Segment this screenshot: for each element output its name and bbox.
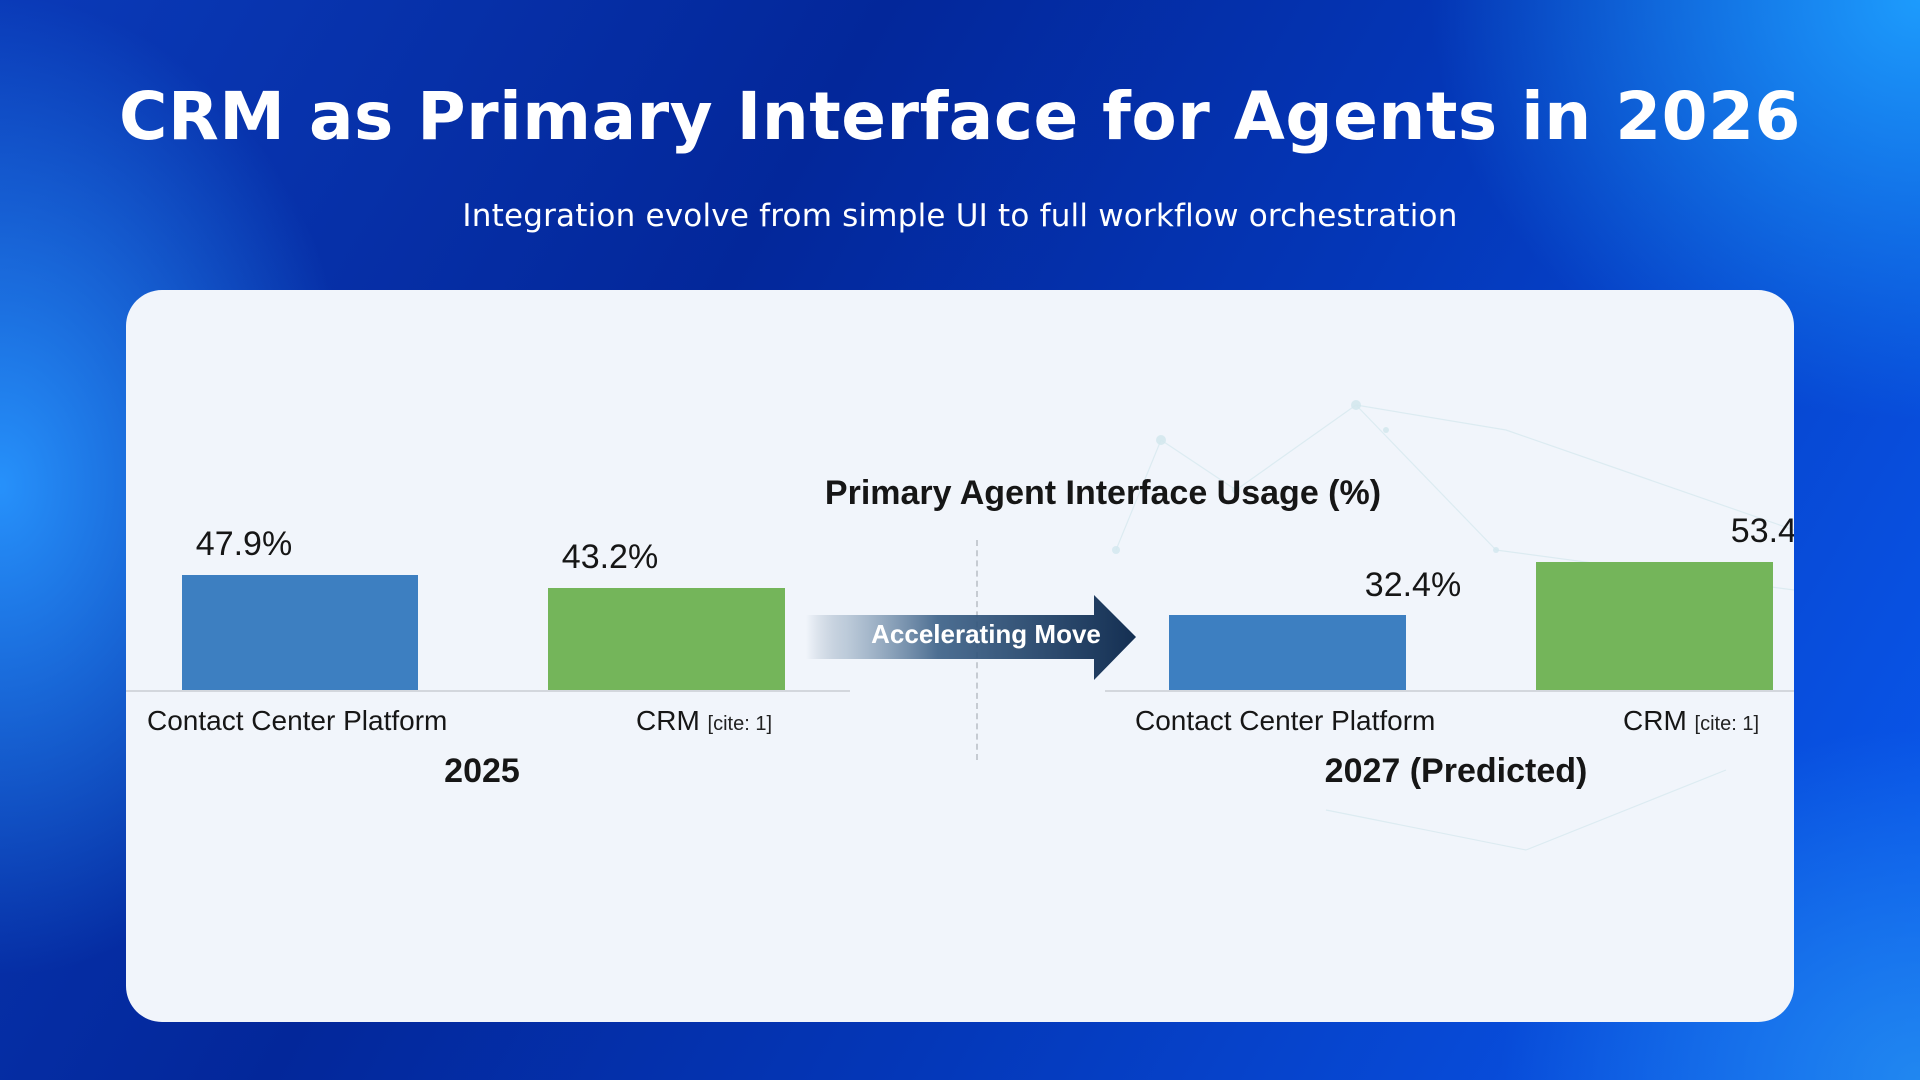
x-axis-baseline-2025 [126, 690, 850, 692]
group-label-2025: 2025 [444, 752, 520, 790]
bar-value-2025-crm: 43.2% [561, 538, 659, 576]
page-title: CRM as Primary Interface for Agents in 2… [119, 78, 1801, 155]
network-background-decoration [1112, 400, 1794, 851]
citation: [cite: 1] [707, 713, 773, 735]
accelerating-move-arrow-icon [806, 595, 1136, 680]
category-name: Contact Center Platform [1135, 705, 1436, 736]
category-name: Contact Center Platform [147, 705, 448, 736]
category-name: CRM [1623, 705, 1687, 736]
bar-value-2027-contact-center: 32.4% [1364, 566, 1462, 604]
x-axis-baseline-2027 [1105, 690, 1794, 692]
category-label-2025-contact-center: Contact Center Platform [147, 705, 447, 737]
bar-2027-contact-center[interactable] [1169, 615, 1406, 690]
arrow-label: Accelerating Move [871, 619, 1101, 649]
category-label-2027-contact-center: Contact Center Platform [1135, 705, 1435, 737]
page-subtitle: Integration evolve from simple UI to ful… [462, 198, 1458, 234]
chart-title: Primary Agent Interface Usage (%) [824, 474, 1382, 512]
category-label-2025-crm: CRM [cite: 1] [636, 705, 772, 737]
bar-value-2027-crm: 53.4% [1730, 512, 1794, 550]
bar-2027-crm[interactable] [1536, 562, 1773, 690]
bar-2025-crm[interactable] [548, 588, 785, 690]
group-label-2027: 2027 (Predicted) [1324, 752, 1588, 790]
citation: [cite: 1] [1694, 713, 1760, 735]
chart-card: Primary Agent Interface Usage (%) 47.9% … [126, 290, 1794, 1022]
category-label-2027-crm: CRM [cite: 1] [1623, 705, 1759, 737]
bar-value-2025-contact-center: 47.9% [195, 525, 293, 563]
category-name: CRM [636, 705, 700, 736]
bar-2025-contact-center[interactable] [182, 575, 418, 690]
